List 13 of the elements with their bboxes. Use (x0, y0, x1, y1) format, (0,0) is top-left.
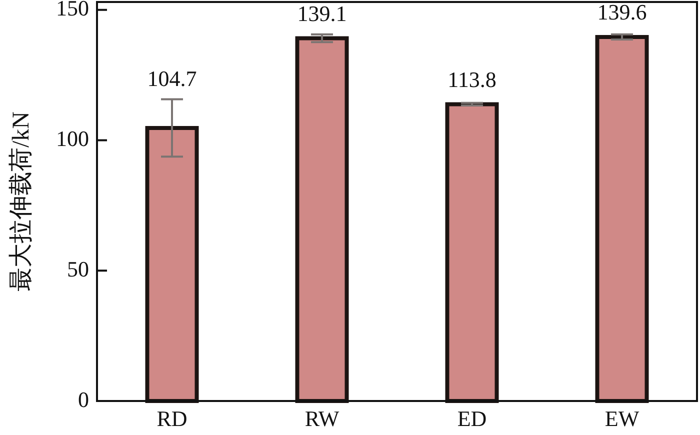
y-tick-label: 0 (78, 386, 89, 412)
data-label: 113.8 (448, 67, 496, 92)
x-tick-label: RD (156, 406, 188, 431)
x-tick-label: RW (304, 406, 340, 431)
data-label: 139.6 (597, 0, 647, 25)
y-tick-label: 100 (56, 126, 89, 151)
y-axis-title: 最大拉伸载荷/kN (8, 112, 35, 292)
data-label: 139.1 (297, 1, 347, 26)
y-tick-label: 50 (67, 256, 89, 282)
data-label: 104.7 (147, 66, 197, 92)
x-tick-label: EW (604, 406, 640, 431)
x-tick-label: ED (457, 406, 487, 431)
y-tick-label: 150 (56, 0, 89, 21)
